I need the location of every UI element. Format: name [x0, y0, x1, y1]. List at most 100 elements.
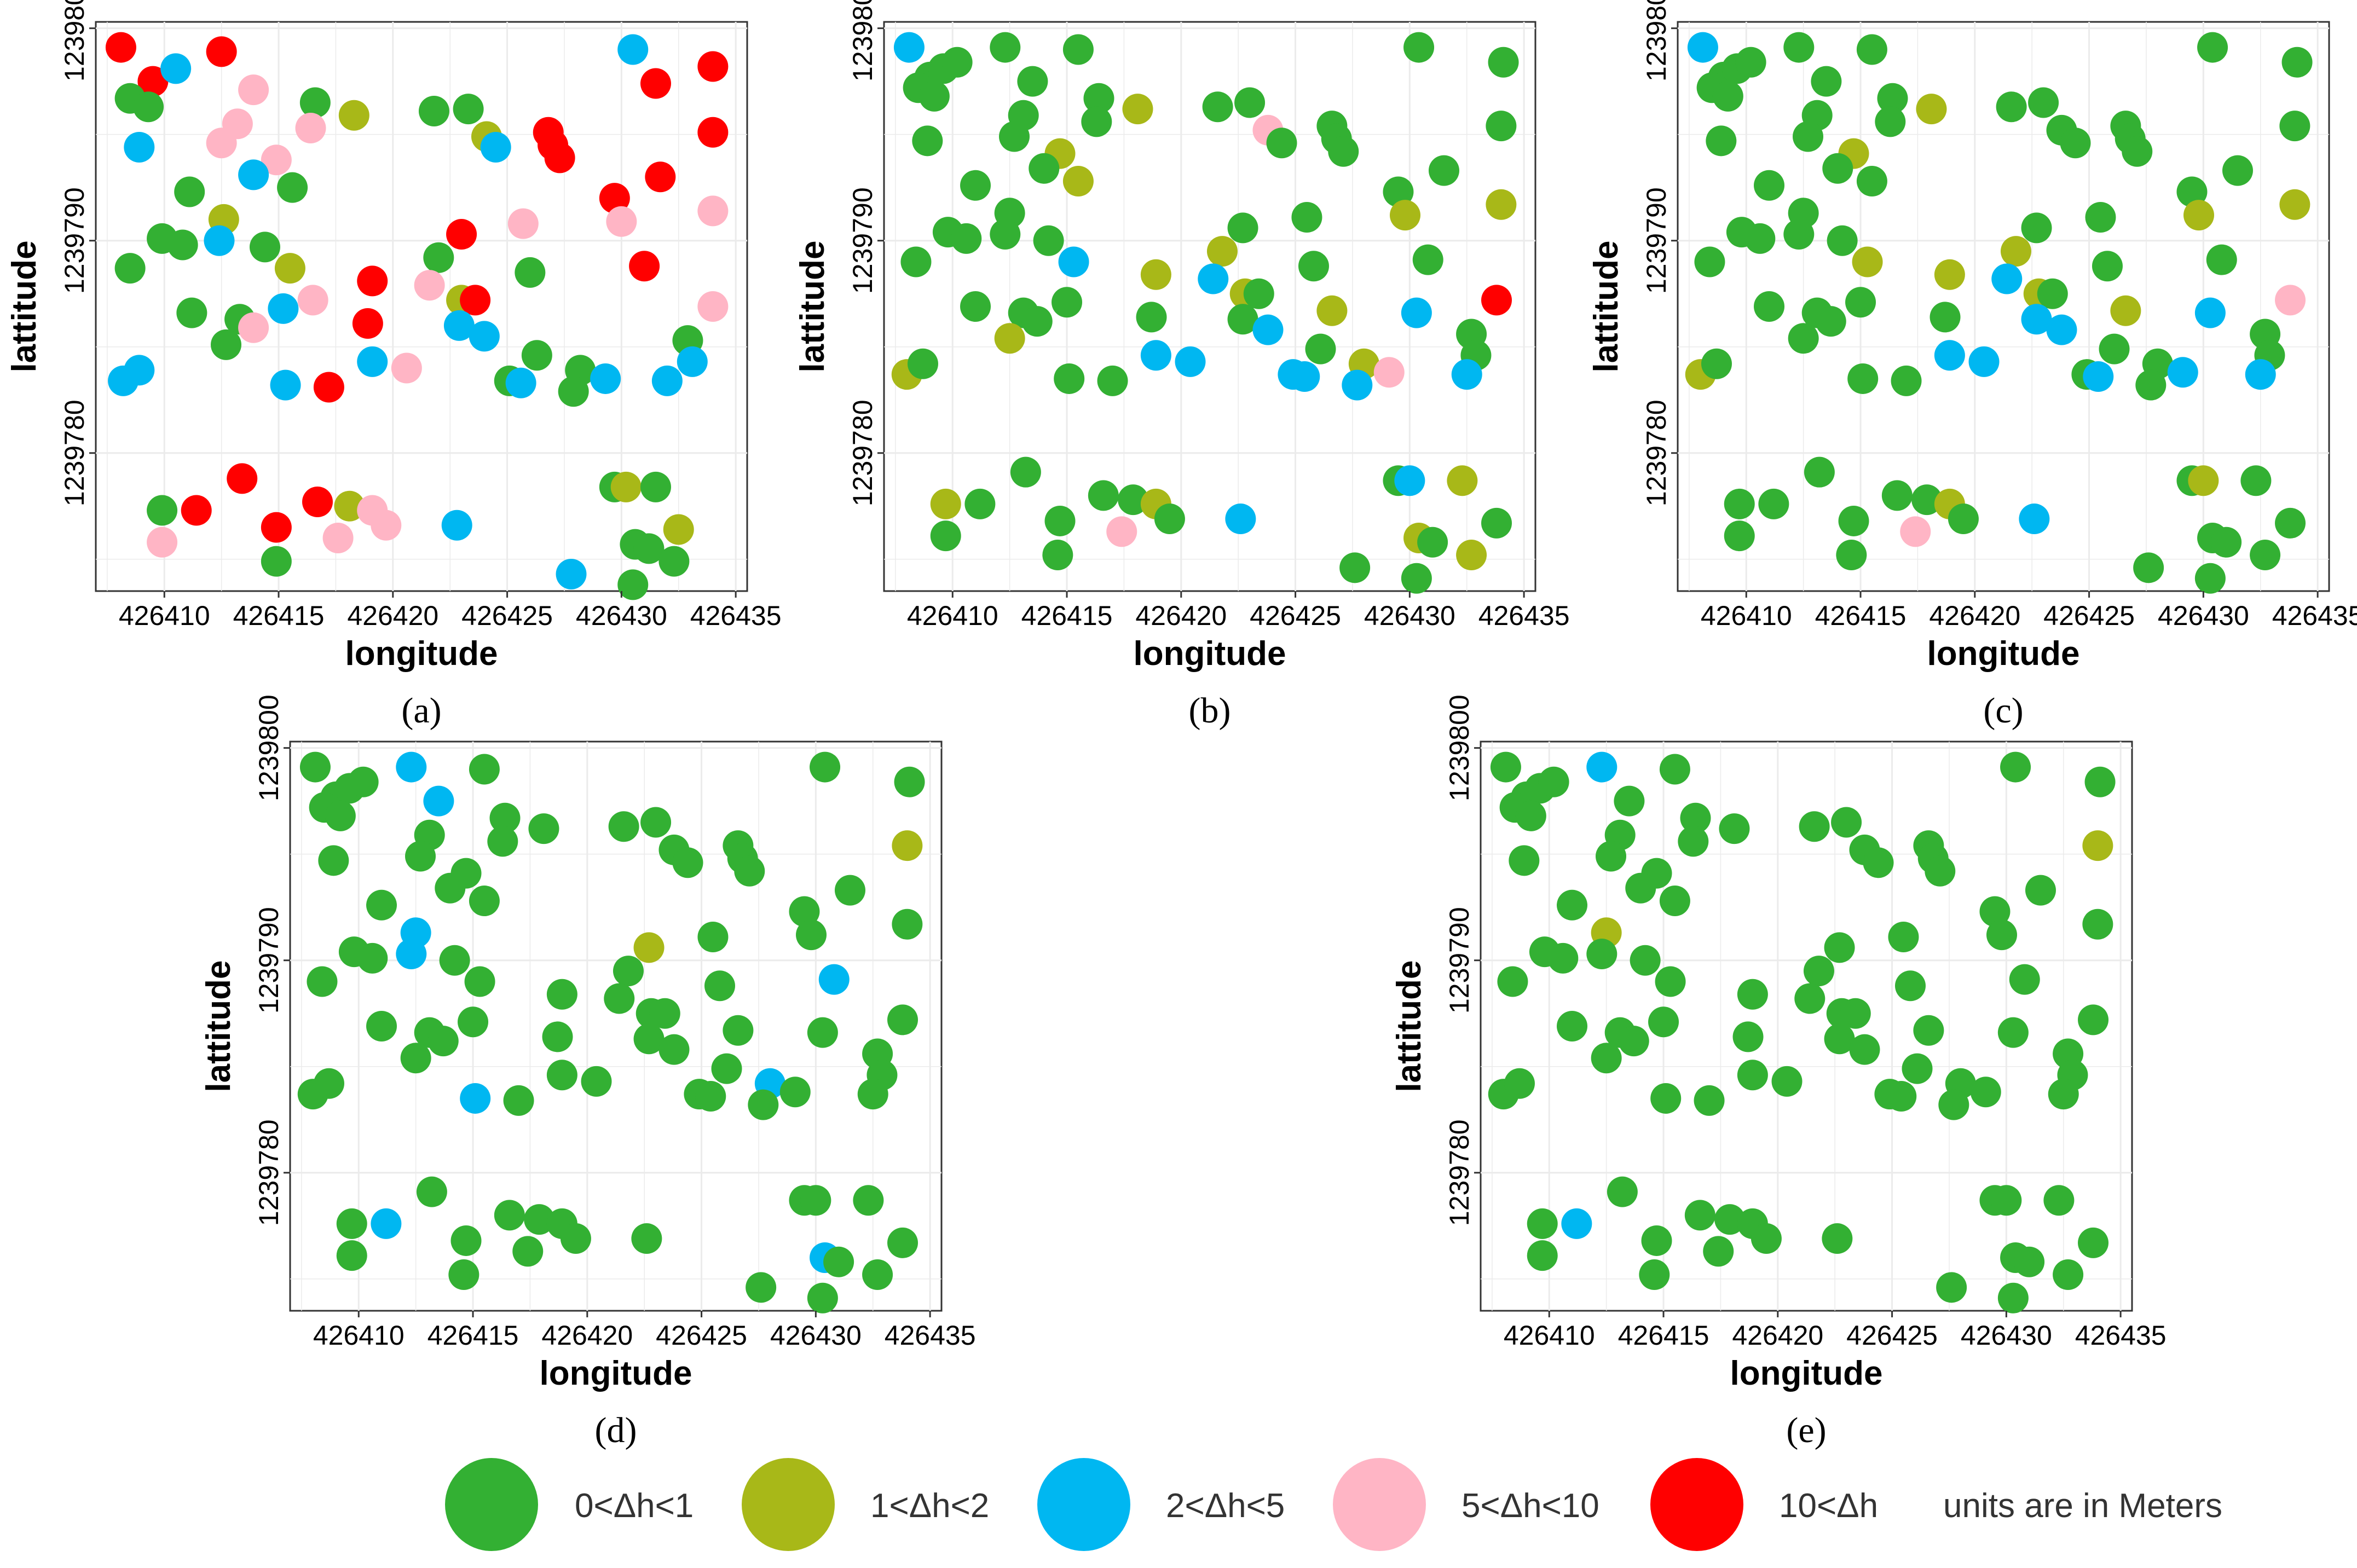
y-axis-title-c: lattitude [1587, 240, 1625, 372]
data-point [658, 546, 690, 577]
data-point [249, 232, 280, 263]
data-point [414, 270, 445, 301]
data-point [1849, 1034, 1880, 1065]
data-point [1097, 365, 1128, 396]
data-point [2037, 278, 2068, 309]
data-point [366, 1011, 397, 1042]
data-point [711, 1053, 742, 1084]
x-tick-label: 426435 [690, 600, 782, 631]
data-point [512, 1236, 544, 1267]
data-point [1881, 480, 1913, 511]
data-point [1650, 1083, 1682, 1114]
data-point [862, 1259, 893, 1291]
data-point [1911, 484, 1943, 516]
data-point [458, 1006, 489, 1038]
data-point [450, 1225, 482, 1256]
data-point [807, 1017, 838, 1048]
data-point [1625, 872, 1656, 904]
data-point [818, 964, 850, 995]
data-point [1970, 1077, 2001, 1108]
data-point [1527, 1208, 1558, 1239]
data-point [1106, 516, 1137, 547]
legend-units-note: units are in Meters [1943, 1487, 2222, 1525]
data-point [1754, 291, 1785, 322]
data-point [789, 896, 820, 927]
panel-label-d: (d) [595, 1410, 637, 1450]
data-point [439, 945, 470, 976]
data-point [238, 312, 269, 343]
data-point [723, 1015, 754, 1046]
data-point [1875, 106, 1906, 137]
data-point [930, 488, 961, 519]
data-point [391, 352, 422, 384]
data-point [1888, 922, 1919, 953]
data-point [1648, 1006, 1679, 1038]
data-point [1339, 552, 1371, 583]
data-point [261, 546, 292, 577]
y-tick-label: 1239780 [253, 1119, 284, 1226]
gridlines-e [1481, 742, 2132, 1311]
x-tick-label: 426410 [313, 1320, 405, 1351]
data-point [633, 1023, 665, 1055]
data-point [2083, 361, 2114, 392]
x-tick-label: 426420 [1135, 600, 1227, 631]
data-point [2222, 155, 2253, 186]
data-point [1934, 259, 1965, 290]
data-point [1342, 369, 1373, 401]
data-point [1618, 1026, 1649, 1057]
data-point [1010, 456, 1041, 488]
data-point [1538, 766, 1569, 797]
data-point [167, 229, 198, 261]
y-tick-label: 1239800 [59, 0, 90, 82]
data-point [599, 183, 630, 214]
data-point [1680, 802, 1711, 834]
data-point [960, 170, 991, 201]
data-point [2275, 507, 2306, 539]
data-point [590, 363, 621, 394]
data-point [697, 195, 729, 227]
scatter-points-a [105, 32, 729, 600]
data-point [1291, 202, 1322, 233]
data-point [2025, 875, 2056, 906]
data-point [1227, 304, 1258, 335]
data-point [1490, 751, 1521, 783]
data-point [418, 95, 449, 126]
data-point [1044, 505, 1076, 536]
data-point [2110, 295, 2141, 326]
data-point [697, 117, 729, 148]
y-tick-label: 1239780 [1641, 400, 1672, 506]
x-axis-title-d: longitude [540, 1355, 692, 1392]
data-point [2279, 189, 2310, 220]
data-point [746, 1272, 777, 1303]
data-point [1968, 346, 2000, 377]
data-point [371, 510, 402, 541]
legend-label-4: 10<Δh [1779, 1487, 1878, 1525]
panel-a: 426410 426415 426420 426425 426430 426435 123… [5, 0, 782, 731]
y-tick-label: 1239800 [847, 0, 878, 82]
data-point [334, 490, 365, 522]
data-point [443, 310, 475, 341]
data-point [206, 36, 237, 67]
data-point [1811, 66, 1842, 97]
x-tick-label: 426415 [233, 600, 325, 631]
data-point [1561, 1208, 1592, 1239]
data-point [994, 323, 1025, 354]
data-point [964, 488, 996, 519]
data-point [114, 253, 146, 284]
data-point [633, 533, 665, 564]
data-point [1852, 246, 1883, 277]
data-point [1029, 153, 1060, 184]
data-point [807, 1282, 838, 1314]
data-point [542, 1021, 573, 1052]
x-tick-label: 426425 [656, 1320, 747, 1351]
y-tick-label: 1239780 [847, 400, 878, 506]
data-point [640, 807, 672, 838]
x-tick-label: 426415 [1815, 600, 1907, 631]
y-tick-label: 1239780 [59, 400, 90, 506]
x-tick-label: 426420 [541, 1320, 633, 1351]
y-tick-label: 1239800 [253, 695, 284, 801]
data-point [181, 495, 212, 526]
data-point [489, 802, 521, 834]
data-point [261, 144, 292, 176]
legend-label-2: 2<Δh<5 [1166, 1487, 1285, 1525]
